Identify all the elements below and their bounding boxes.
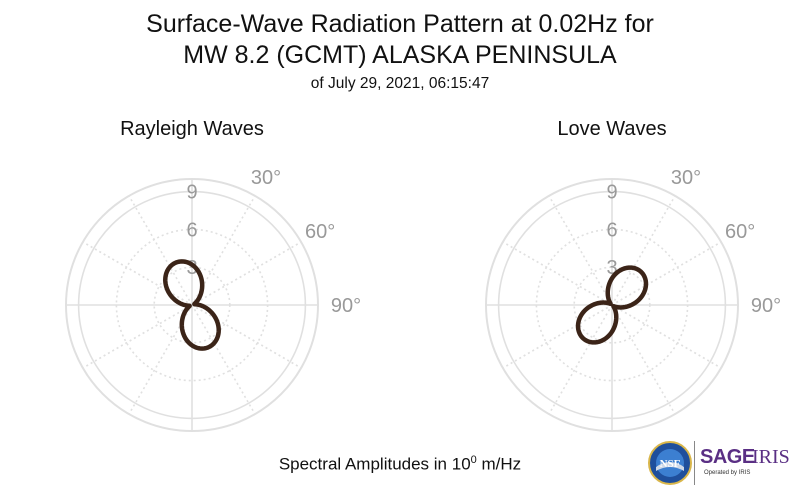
radiation-pattern-curve — [163, 259, 221, 351]
radiation-pattern-curve — [575, 265, 649, 345]
operated-by-text: Operated by IRIS — [704, 470, 751, 476]
angle-spoke-60 — [611, 241, 722, 306]
sage-logo-text: SAGE — [700, 446, 755, 468]
angle-tick-label: 60° — [725, 221, 755, 243]
rayleigh-panel-title: Rayleigh Waves — [120, 118, 264, 140]
angle-spoke-60 — [191, 241, 302, 306]
radial-tick-label: 6 — [606, 219, 617, 241]
angle-spoke-300 — [502, 241, 613, 306]
angle-tick-label: 90° — [331, 295, 361, 317]
iris-logo-text: IRIS — [752, 446, 790, 468]
nsf-logo: NSF — [648, 441, 692, 485]
radial-tick-label: 6 — [186, 219, 197, 241]
angle-spoke-30 — [611, 195, 676, 306]
angle-spoke-300 — [82, 241, 193, 306]
rayleigh-polar-plot: 3 6 9 30° 60° 90° — [65, 167, 361, 432]
chart-subtitle-date: of July 29, 2021, 06:15:47 — [310, 75, 490, 92]
angle-tick-label: 60° — [305, 221, 335, 243]
angle-spoke-240 — [502, 304, 613, 369]
amplitude-units-label: Spectral Amplitudes in 100 m/Hz — [0, 454, 800, 475]
units-exponent: 0 — [470, 454, 477, 466]
units-prefix: Spectral Amplitudes in 10 — [278, 454, 471, 474]
love-polar-plot: 3 6 9 30° 60° 90° — [485, 167, 781, 432]
nsf-logo-text: NSF — [660, 458, 681, 470]
angle-spoke-240 — [82, 304, 193, 369]
love-panel-title: Love Waves — [557, 118, 667, 140]
chart-title-line-2: MW 8.2 (GCMT) ALASKA PENINSULA — [183, 41, 617, 69]
angle-spoke-120 — [611, 304, 722, 369]
logo-divider — [694, 441, 695, 485]
radial-tick-label: 3 — [606, 257, 617, 279]
angle-spoke-120 — [191, 304, 302, 369]
radial-tick-label: 3 — [186, 257, 197, 279]
angle-spoke-330 — [548, 195, 613, 306]
angle-tick-label: 30° — [251, 167, 281, 189]
angle-spoke-330 — [128, 195, 193, 306]
radial-tick-label: 9 — [186, 182, 197, 204]
units-suffix: m/Hz — [476, 454, 522, 474]
radial-tick-label: 9 — [606, 182, 617, 204]
angle-tick-label: 30° — [671, 167, 701, 189]
angle-spoke-150 — [611, 304, 676, 415]
angle-spoke-150 — [191, 304, 256, 415]
chart-title-line-1: Surface-Wave Radiation Pattern at 0.02Hz… — [146, 10, 654, 38]
angle-spoke-210 — [548, 304, 613, 415]
angle-tick-label: 90° — [751, 295, 781, 317]
